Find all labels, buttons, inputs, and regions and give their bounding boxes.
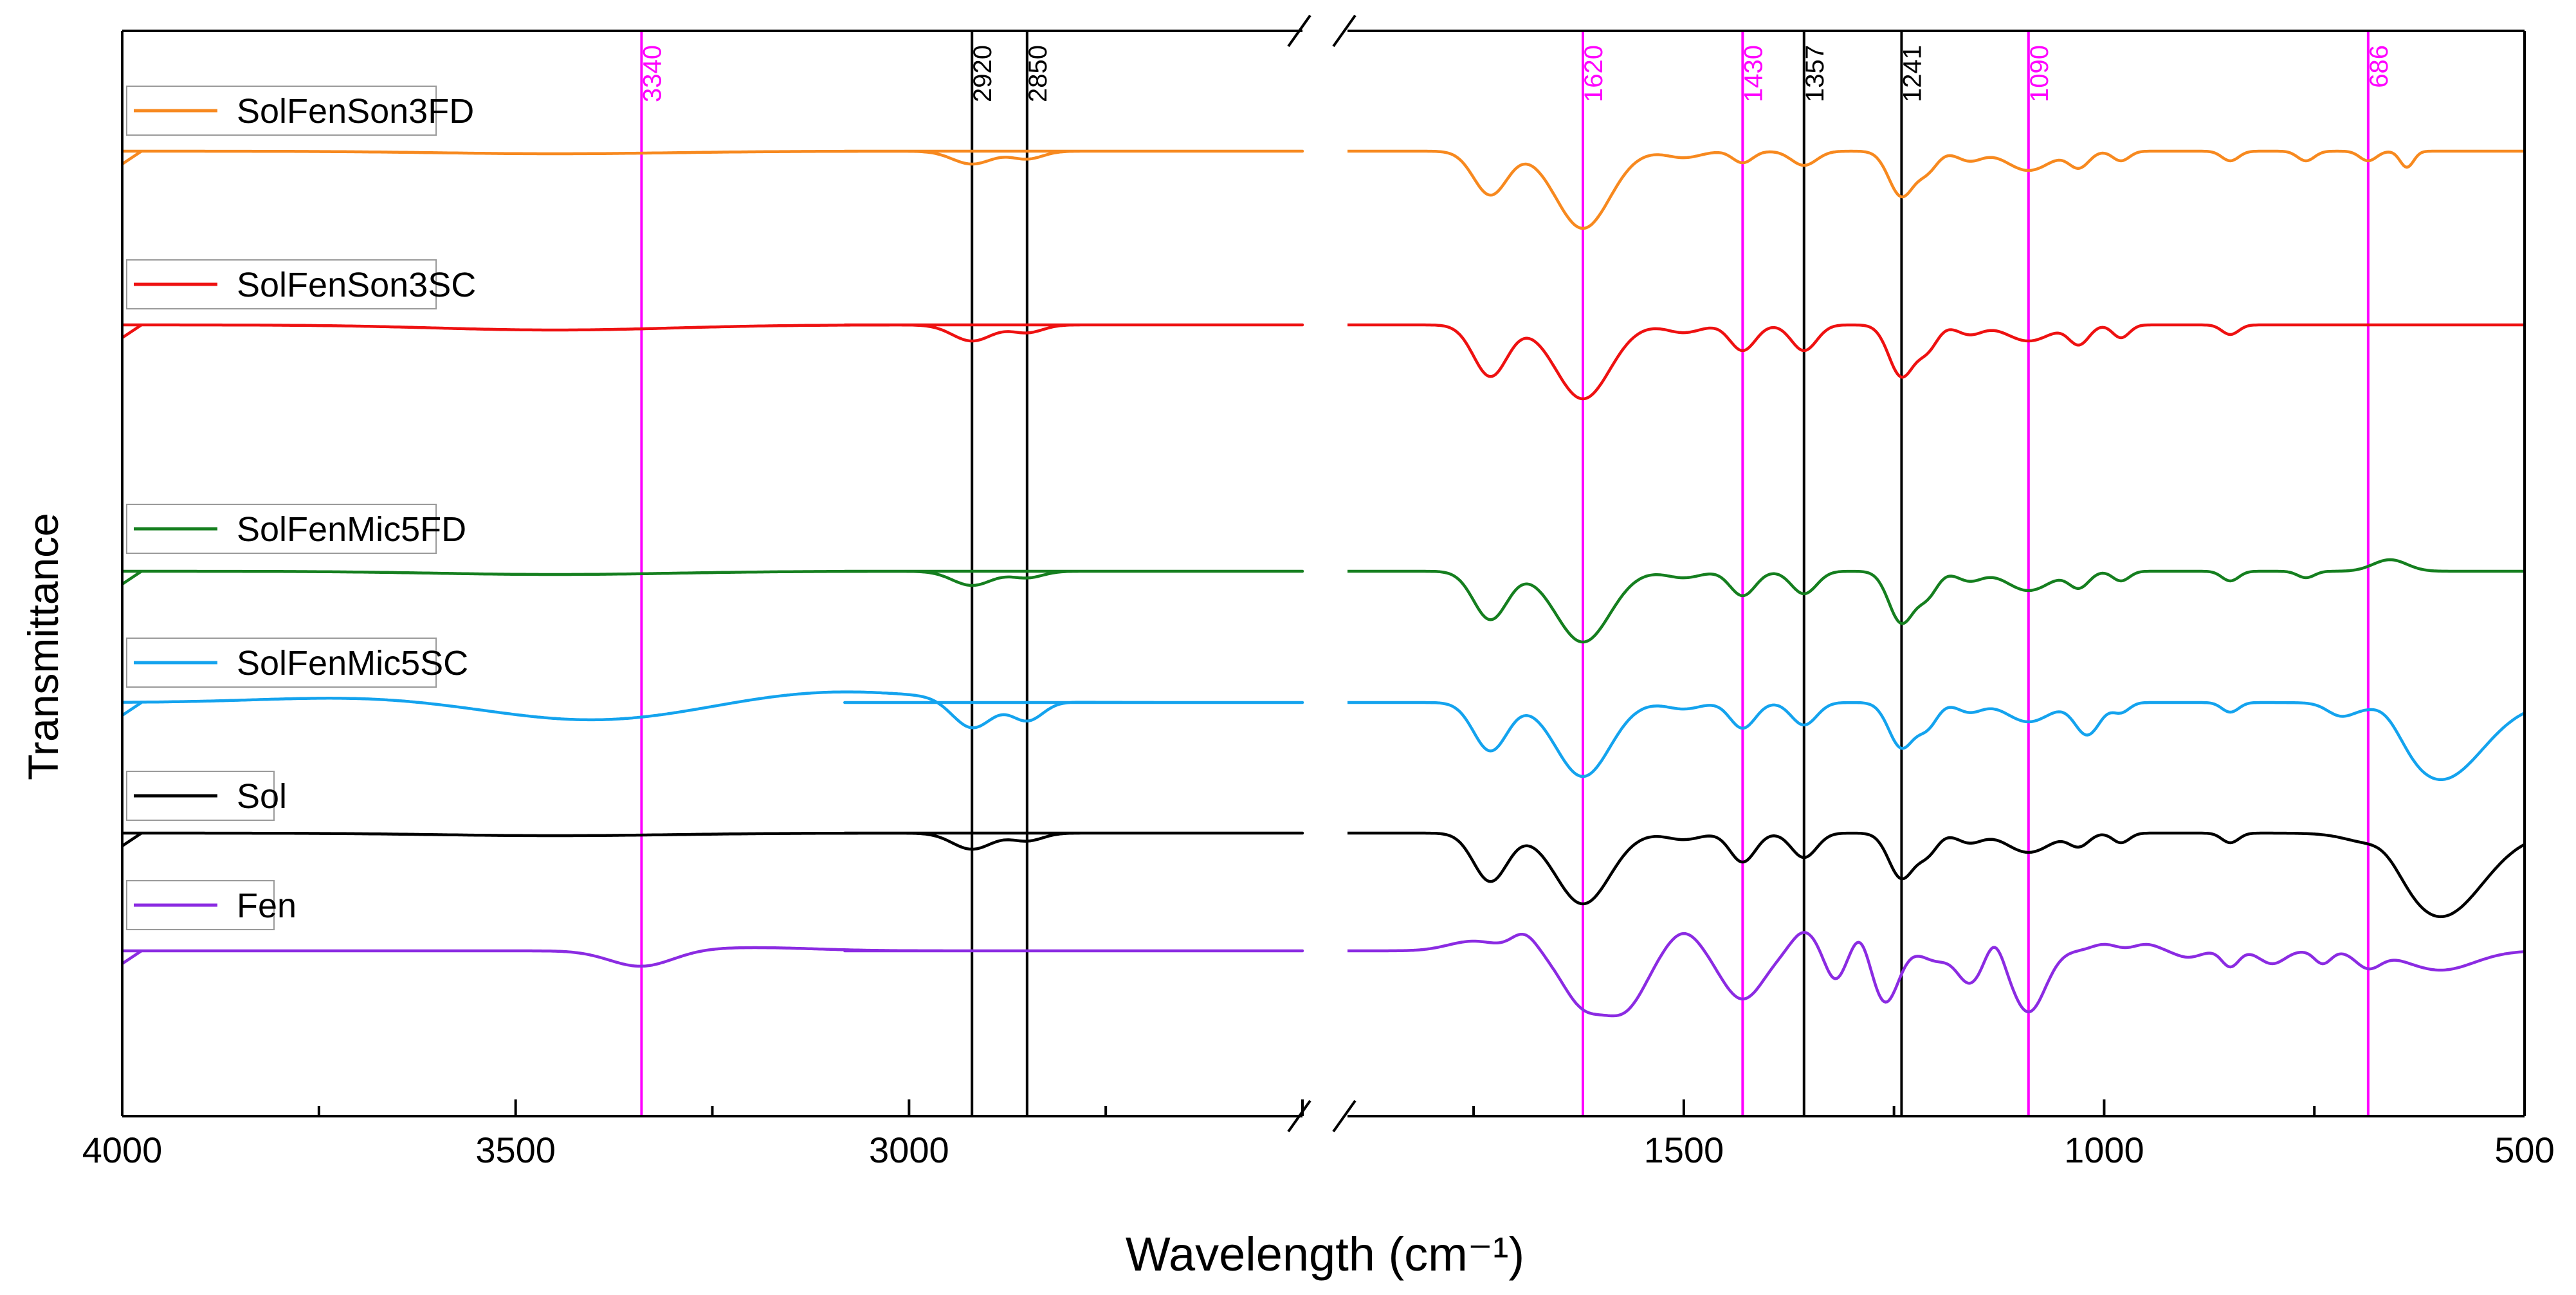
bottom-break-mark (1287, 1099, 1311, 1133)
top-break-mark (1332, 14, 1357, 48)
x-tick-label-1000: 1000 (2064, 1130, 2144, 1170)
x-tick-label-3000: 3000 (869, 1130, 949, 1170)
series-line-Sol-left (122, 831, 1304, 851)
bottom-break-mark (1332, 1099, 1357, 1133)
series-line-SolFenMic5SC-right (1347, 701, 2526, 782)
plot-frame: 4000 3500 3000 1500 1000 500 (82, 14, 2555, 1170)
reference-label-1090: 1090 (2025, 45, 2054, 102)
reference-label-1357: 1357 (1801, 45, 1829, 102)
legend-label-SolFenMic5FD: SolFenMic5FD (237, 510, 466, 549)
series-line-Fen-left (122, 946, 1304, 968)
reference-label-1430: 1430 (1739, 45, 1768, 102)
reference-label-2920: 2920 (969, 45, 997, 102)
x-tick-label-3500: 3500 (475, 1130, 556, 1170)
legend-label-Sol: Sol (237, 777, 287, 816)
x-tick-label-500: 500 (2494, 1130, 2554, 1170)
x-tick-label-1500: 1500 (1644, 1130, 1724, 1170)
series-line-Sol-right (1347, 831, 2526, 919)
series-stub-Sol (121, 832, 143, 847)
x-tick-label-4000: 4000 (82, 1130, 163, 1170)
series-line-SolFenSon3SC-right (1347, 323, 2525, 401)
x-axis-label: Wavelength (cm⁻¹) (1126, 1227, 1524, 1281)
axis-break-gap (1304, 24, 1346, 1123)
series-line-Fen-right (1347, 931, 2525, 1018)
series-line-SolFenMic5FD-right (1347, 558, 2525, 644)
legend-label-Fen: Fen (237, 886, 297, 925)
series-line-SolFenMic5FD-left (122, 569, 1304, 587)
reference-lines: 3340 2920 2850 1620 1430 1357 1241 1090 686 (638, 31, 2393, 1116)
spectra-series (121, 149, 2526, 1018)
series-line-SolFenSon3FD-right (1347, 149, 2525, 230)
series-line-SolFenMic5SC-left (122, 690, 1304, 730)
series-stub-SolFenMic5SC (121, 701, 143, 717)
reference-label-2850: 2850 (1024, 45, 1052, 102)
reference-label-1241: 1241 (1898, 45, 1926, 102)
legend-label-SolFenSon3SC: SolFenSon3SC (237, 266, 476, 304)
legend-label-SolFenSon3FD: SolFenSon3FD (237, 92, 474, 131)
series-labels: SolFenSon3FDSolFenSon3SCSolFenMic5FDSolF… (126, 86, 476, 930)
series-stub-SolFenSon3SC (121, 324, 143, 339)
series-line-SolFenSon3SC-left (122, 323, 1304, 343)
reference-label-3340: 3340 (638, 45, 666, 102)
legend-label-SolFenMic5SC: SolFenMic5SC (237, 644, 468, 683)
series-line-SolFenSon3FD-left (122, 149, 1304, 166)
series-stub-SolFenMic5FD (121, 570, 143, 585)
reference-label-686: 686 (2365, 45, 2393, 88)
y-axis-label: Transmittance (19, 513, 67, 780)
top-break-mark (1287, 14, 1311, 48)
reference-label-1620: 1620 (1580, 45, 1608, 102)
series-stub-Fen (121, 950, 143, 965)
series-stub-SolFenSon3FD (121, 150, 143, 165)
